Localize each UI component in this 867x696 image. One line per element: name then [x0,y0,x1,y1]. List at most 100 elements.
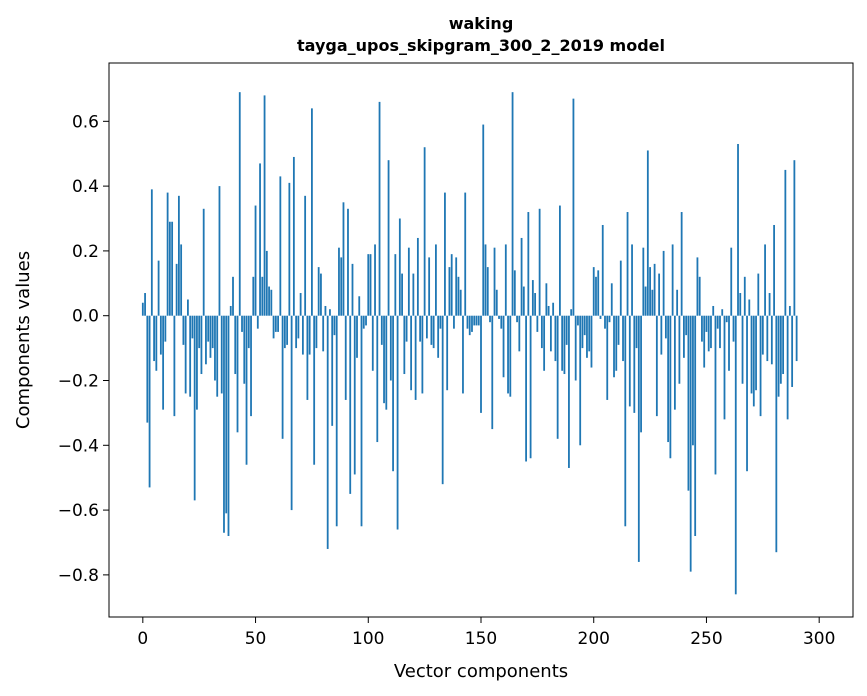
bar-119 [410,315,413,391]
bar-42 [236,315,239,433]
bar-86 [335,315,338,527]
x-tick-label: 50 [245,629,267,649]
bar-277 [766,315,769,362]
bar-30 [209,315,212,358]
bar-134 [444,192,446,316]
y-axis-ticks: 0.6 0.4 0.2 0.0 −0.2 −0.4 −0.6 −0.8 [58,112,109,586]
bar-112 [394,254,397,316]
bar-168 [520,237,523,316]
bar-220 [637,315,640,562]
bar-250 [705,315,708,332]
bar-102 [371,315,374,371]
bar-111 [392,315,394,472]
bar-149 [477,315,480,326]
bar-96 [358,296,361,316]
bar-169 [522,286,525,316]
bar-216 [628,315,631,407]
bar-199 [590,315,593,368]
bar-125 [423,147,426,316]
bar-7 [157,260,160,316]
bar-290 [795,315,798,362]
bar-98 [362,315,365,329]
bar-101 [369,254,372,316]
bar-127 [428,257,431,316]
bar-275 [761,315,764,355]
bar-67 [292,156,295,316]
bar-91 [347,208,349,316]
bar-63 [283,315,286,349]
bar-174 [534,293,537,316]
bar-165 [513,270,516,316]
bar-214 [624,315,627,527]
x-axis-ticks: 0 50 100 150 200 250 300 [137,617,835,649]
bar-282 [777,315,780,397]
bar-192 [574,315,577,381]
bar-187 [563,315,566,375]
bar-182 [552,302,555,316]
bar-130 [435,244,437,316]
bar-235 [671,244,674,316]
bar-60 [277,315,279,332]
bar-197 [586,315,588,358]
bar-76 [313,315,316,465]
bar-89 [342,202,345,316]
bar-162 [507,315,509,394]
bar-196 [583,315,586,336]
bar-146 [471,315,473,332]
bar-211 [617,315,620,345]
bar-138 [453,315,455,329]
bar-38 [227,315,230,536]
bar-107 [383,315,385,404]
bar-201 [595,276,597,316]
bar-284 [782,315,785,375]
bar-5 [153,315,155,362]
bar-17 [180,244,183,316]
bar-272 [755,315,757,391]
bar-223 [644,286,647,316]
bar-35 [220,315,223,394]
bar-136 [448,267,451,316]
bar-172 [529,315,532,459]
bar-193 [577,315,579,326]
bar-249 [703,315,706,368]
bar-103 [374,244,376,316]
bar-109 [387,160,390,316]
chart-title: waking [449,14,514,33]
bar-271 [752,315,755,407]
bar-39 [229,305,232,316]
x-tick-label: 100 [352,629,384,649]
bar-83 [329,309,331,316]
bar-140 [457,276,460,316]
bar-189 [568,315,570,468]
bar-54 [263,95,266,316]
bar-280 [773,224,775,316]
bar-82 [326,315,329,549]
bar-152 [484,244,487,316]
bar-104 [376,315,379,443]
bar-6 [155,315,158,371]
bar-124 [421,315,424,394]
bar-145 [468,315,471,336]
bar-184 [556,315,559,439]
bar-156 [493,247,496,316]
bar-263 [734,315,737,595]
bar-219 [635,315,638,349]
bar-128 [430,315,433,345]
bar-186 [561,315,564,371]
bar-268 [746,315,748,472]
bar-281 [775,315,778,553]
x-tick-label: 300 [803,629,835,649]
bar-139 [455,257,458,316]
bar-81 [324,305,327,316]
bar-227 [653,263,656,316]
bar-269 [748,299,751,316]
bar-74 [308,315,311,355]
bar-143 [464,192,467,316]
bar-205 [604,315,606,329]
bar-167 [518,315,521,352]
y-tick-label: 0.2 [72,242,99,262]
bar-231 [662,250,665,316]
bar-151 [482,124,485,316]
bar-14 [173,315,176,417]
bar-79 [320,273,322,316]
